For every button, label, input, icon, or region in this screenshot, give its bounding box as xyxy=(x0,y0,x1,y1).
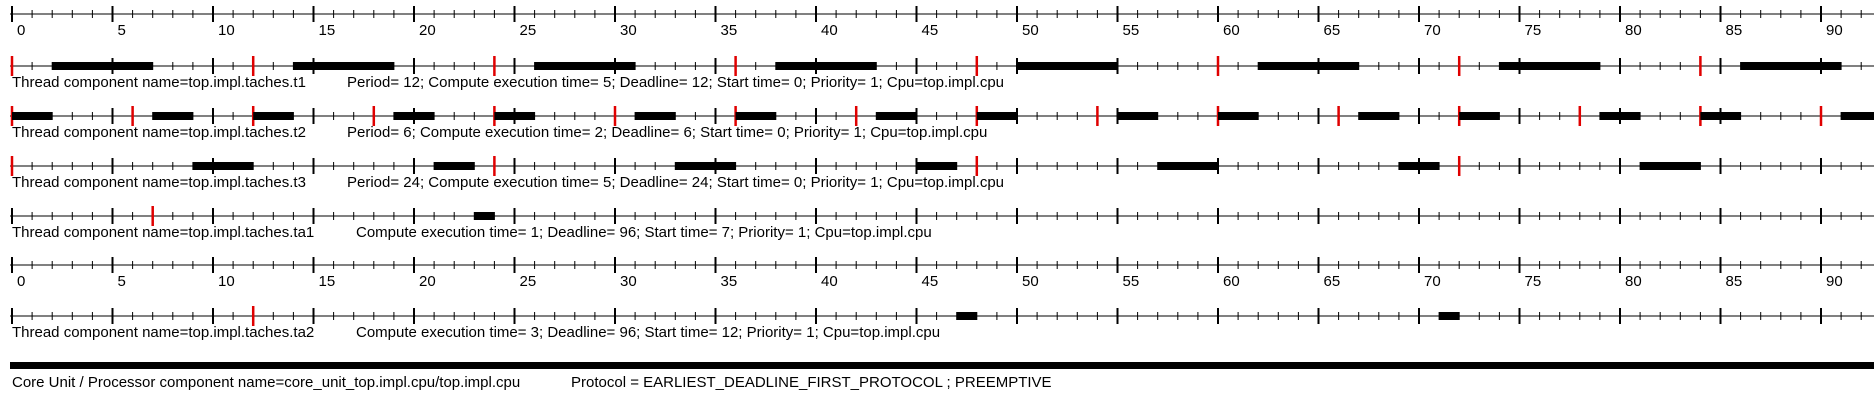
execution-block xyxy=(434,162,475,170)
time-axis-middle-tick-label: 20 xyxy=(419,273,436,290)
task-rows: Thread component name=top.impl.taches.t1… xyxy=(10,56,1874,341)
execution-block xyxy=(192,162,254,170)
execution-block xyxy=(1841,112,1874,120)
time-axis-top-tick-label: 15 xyxy=(319,22,336,39)
time-axis-top-tick-label: 80 xyxy=(1625,22,1642,39)
time-axis-top-tick-label: 25 xyxy=(520,22,537,39)
execution-block xyxy=(775,62,877,70)
time-axis-top-tick-label: 75 xyxy=(1525,22,1542,39)
time-axis-top-tick-label: 55 xyxy=(1123,22,1140,39)
task-row-t3: Thread component name=top.impl.taches.t3… xyxy=(10,156,1874,191)
execution-block xyxy=(52,62,153,70)
execution-block xyxy=(675,162,736,170)
execution-block xyxy=(534,62,636,70)
execution-block xyxy=(1599,112,1641,120)
task-row-ta1: Thread component name=top.impl.taches.ta… xyxy=(10,206,1874,241)
time-axis-middle-tick-label: 65 xyxy=(1324,273,1341,290)
time-axis-middle-tick-label: 40 xyxy=(821,273,838,290)
execution-block xyxy=(393,112,435,120)
time-axis-middle-tick-label: 45 xyxy=(922,273,939,290)
time-axis-top-tick-label: 40 xyxy=(821,22,838,39)
time-axis-top-tick-label: 90 xyxy=(1826,22,1843,39)
execution-block xyxy=(152,112,193,120)
task-name-label: Thread component name=top.impl.taches.ta… xyxy=(12,324,314,341)
execution-block xyxy=(976,112,1017,120)
execution-block xyxy=(1640,162,1701,170)
task-params-label: Period= 6; Compute execution time= 2; De… xyxy=(347,124,987,141)
execution-block xyxy=(1439,312,1460,320)
task-row-ta2: Thread component name=top.impl.taches.ta… xyxy=(10,306,1874,341)
time-axis-middle-tick-label: 75 xyxy=(1525,273,1542,290)
time-axis-middle: 0 5 10 15 20 25 30 35 40 45 50 55 60 65 70 75 80 85 90 xyxy=(10,257,1874,290)
processor-bar xyxy=(10,362,1874,369)
execution-block xyxy=(1218,112,1259,120)
time-axis-top-tick-label: 5 xyxy=(118,22,126,39)
execution-block xyxy=(916,162,957,170)
execution-block xyxy=(956,312,977,320)
time-axis-middle-tick-label: 15 xyxy=(319,273,336,290)
task-row-t1: Thread component name=top.impl.taches.t1… xyxy=(10,56,1874,91)
task-params-label: Period= 12; Compute execution time= 5; D… xyxy=(347,74,1004,91)
time-axis-top-tick-label: 60 xyxy=(1223,22,1240,39)
execution-block xyxy=(1157,162,1218,170)
task-name-label: Thread component name=top.impl.taches.t1 xyxy=(12,74,306,91)
processor-protocol: Protocol = EARLIEST_DEADLINE_FIRST_PROTO… xyxy=(571,374,1052,391)
execution-block xyxy=(253,112,294,120)
time-axis-middle-tick-label: 80 xyxy=(1625,273,1642,290)
time-axis-top-tick-label: 30 xyxy=(620,22,637,39)
processor-name: Core Unit / Processor component name=cor… xyxy=(12,374,520,391)
time-axis-middle-tick-label: 5 xyxy=(118,273,126,290)
execution-block xyxy=(735,112,776,120)
execution-block xyxy=(494,112,535,120)
execution-block xyxy=(1017,62,1118,70)
time-axis-middle-tick-label: 70 xyxy=(1424,273,1441,290)
time-axis-top-tick-label: 35 xyxy=(721,22,738,39)
execution-block xyxy=(1358,112,1399,120)
execution-block xyxy=(876,112,917,120)
execution-block xyxy=(635,112,676,120)
time-axis-top: 0 5 10 15 20 25 30 35 40 45 50 55 60 65 70 75 80 85 90 xyxy=(10,6,1874,39)
time-axis-top-tick-label: 70 xyxy=(1424,22,1441,39)
task-row-t2: Thread component name=top.impl.taches.t2… xyxy=(10,106,1874,141)
task-params-label: Compute execution time= 1; Deadline= 96;… xyxy=(356,224,932,241)
time-axis-top-tick-label: 50 xyxy=(1022,22,1039,39)
time-axis-middle-tick-label: 55 xyxy=(1123,273,1140,290)
time-axis-middle-tick-label: 50 xyxy=(1022,273,1039,290)
execution-block xyxy=(12,112,53,120)
time-axis-top-tick-label: 65 xyxy=(1324,22,1341,39)
time-axis-middle-tick-label: 10 xyxy=(218,273,235,290)
execution-block xyxy=(293,62,394,70)
task-name-label: Thread component name=top.impl.taches.ta… xyxy=(12,224,314,241)
time-axis-top-tick-label: 0 xyxy=(17,22,25,39)
execution-block xyxy=(1398,162,1440,170)
time-axis-top-tick-label: 10 xyxy=(218,22,235,39)
time-axis-top-tick-label: 45 xyxy=(922,22,939,39)
time-axis-middle-tick-label: 25 xyxy=(520,273,537,290)
time-axis-middle-tick-label: 35 xyxy=(721,273,738,290)
task-name-label: Thread component name=top.impl.taches.t2 xyxy=(12,124,306,141)
task-name-label: Thread component name=top.impl.taches.t3 xyxy=(12,174,306,191)
time-axis-middle-tick-label: 30 xyxy=(620,273,637,290)
execution-block xyxy=(1459,112,1500,120)
execution-block xyxy=(1499,62,1600,70)
execution-block xyxy=(1258,62,1359,70)
execution-block xyxy=(1740,62,1842,70)
time-axis-middle-tick-label: 0 xyxy=(17,273,25,290)
execution-block xyxy=(1700,112,1741,120)
time-axis-middle-tick-label: 60 xyxy=(1223,273,1240,290)
processor-section: Core Unit / Processor component name=cor… xyxy=(10,362,1874,391)
execution-block xyxy=(474,212,495,220)
execution-block xyxy=(1117,112,1158,120)
time-axis-top-tick-label: 20 xyxy=(419,22,436,39)
task-params-label: Period= 24; Compute execution time= 5; D… xyxy=(347,174,1004,191)
task-params-label: Compute execution time= 3; Deadline= 96;… xyxy=(356,324,940,341)
time-axis-middle-tick-label: 90 xyxy=(1826,273,1843,290)
time-axis-middle-tick-label: 85 xyxy=(1726,273,1743,290)
time-axis-top-tick-label: 85 xyxy=(1726,22,1743,39)
